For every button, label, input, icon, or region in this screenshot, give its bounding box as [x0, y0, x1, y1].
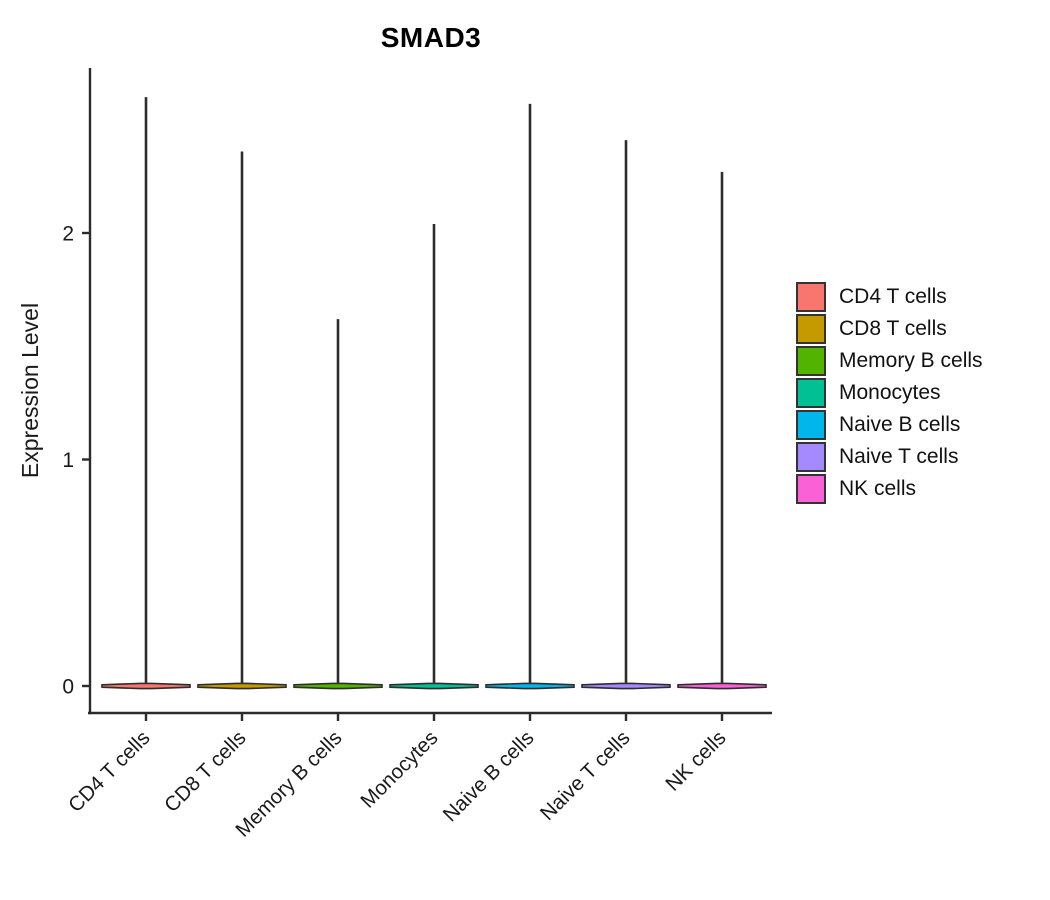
legend-label-1: CD4 T cells: [839, 285, 947, 308]
legend-label-6: Naive T cells: [839, 445, 959, 468]
chart-title: SMAD3: [380, 22, 482, 53]
y-axis-title: Expression Level: [17, 303, 43, 478]
violin-base-7: [677, 682, 767, 690]
x-tick-label-5: Naive B cells: [438, 726, 538, 826]
y-tick-label-2: 2: [62, 222, 74, 245]
legend-item-6: Naive T cells: [796, 441, 983, 473]
legend-swatch-5: [796, 410, 826, 440]
legend-item-4: Monocytes: [796, 377, 983, 409]
legend-swatch-3: [796, 346, 826, 376]
violin-base-4: [389, 682, 479, 690]
legend-item-1: CD4 T cells: [796, 281, 983, 313]
x-tick-label-2: CD8 T cells: [160, 726, 251, 817]
legend-label-3: Memory B cells: [839, 349, 983, 372]
legend-label-4: Monocytes: [839, 381, 941, 404]
legend-label-7: NK cells: [839, 477, 917, 500]
legend-label-5: Naive B cells: [839, 413, 961, 436]
legend-item-3: Memory B cells: [796, 345, 983, 377]
legend-swatch-6: [796, 442, 826, 472]
violin-base-1: [101, 682, 191, 690]
x-tick-label-1: CD4 T cells: [64, 726, 155, 817]
violin-base-2: [197, 682, 287, 690]
legend-label-2: CD8 T cells: [839, 317, 947, 340]
legend-item-5: Naive B cells: [796, 409, 983, 441]
y-tick-label-1: 1: [62, 449, 74, 472]
x-tick-label-6: Naive T cells: [536, 726, 635, 825]
legend-swatch-7: [796, 474, 826, 504]
x-tick-label-7: NK cells: [661, 726, 730, 795]
legend-item-7: NK cells: [796, 473, 983, 505]
x-tick-label-4: Monocytes: [356, 726, 442, 812]
y-tick-label-0: 0: [62, 675, 74, 698]
legend-item-2: CD8 T cells: [796, 313, 983, 345]
violin-base-6: [581, 682, 671, 690]
legend-swatch-2: [796, 314, 826, 344]
violin-base-5: [485, 682, 575, 690]
legend-swatch-1: [796, 282, 826, 312]
violin-base-3: [293, 682, 383, 690]
legend: CD4 T cells CD8 T cells Memory B cells Mono…: [796, 281, 983, 505]
legend-swatch-4: [796, 378, 826, 408]
